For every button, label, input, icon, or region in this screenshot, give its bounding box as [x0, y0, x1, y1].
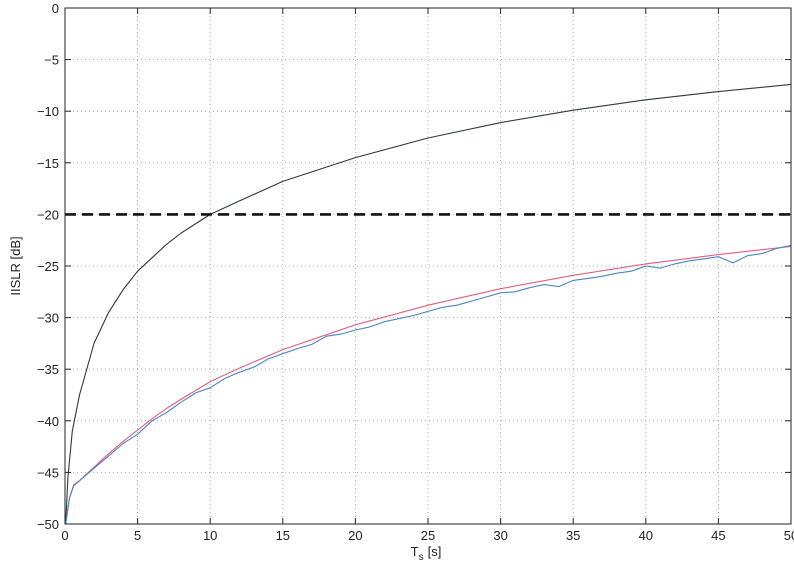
x-tick-label: 5	[134, 528, 141, 543]
x-tick-label: 15	[276, 528, 290, 543]
x-tick-label: 45	[711, 528, 725, 543]
x-tick-label: 0	[61, 528, 68, 543]
y-tick-label: −25	[37, 259, 59, 274]
series-layer	[65, 83, 792, 525]
x-tick-label: 35	[566, 528, 580, 543]
y-tick-label: −30	[37, 311, 59, 326]
y-tick-label: −35	[37, 362, 59, 377]
y-tick-label: −10	[37, 104, 59, 119]
x-axis-label-unit: [s]	[428, 544, 442, 559]
x-tick-label: 40	[639, 528, 653, 543]
tick-layer: 0 5 10 15 20 25 30 35 40 45 50 0 −5 −10 −15 −20 −25 −30 −3…	[37, 1, 794, 543]
y-tick-label: 0	[52, 1, 59, 16]
y-tick-label: −50	[37, 517, 59, 532]
series-line-upper	[65, 83, 792, 525]
x-tick-label: 30	[493, 528, 507, 543]
x-axis-label-subscript: s	[419, 552, 424, 563]
x-tick-label: 50	[784, 528, 794, 543]
y-tick-label: −20	[37, 207, 59, 222]
x-tick-label: 10	[203, 528, 217, 543]
y-tick-label: −15	[37, 156, 59, 171]
y-tick-label: −45	[37, 465, 59, 480]
y-tick-label: −40	[37, 414, 59, 429]
x-tick-label: 25	[421, 528, 435, 543]
series-line-measured	[65, 244, 792, 525]
x-axis-label-main: T	[411, 544, 419, 559]
x-tick-label: 20	[348, 528, 362, 543]
y-axis-label: IISLR [dB]	[8, 236, 23, 295]
y-tick-label: −5	[44, 53, 59, 68]
x-axis-label: Ts [s]	[411, 544, 442, 563]
